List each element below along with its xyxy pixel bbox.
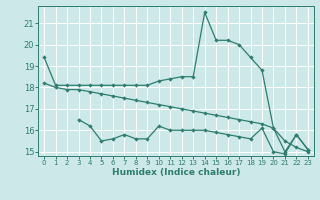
X-axis label: Humidex (Indice chaleur): Humidex (Indice chaleur) <box>112 168 240 177</box>
